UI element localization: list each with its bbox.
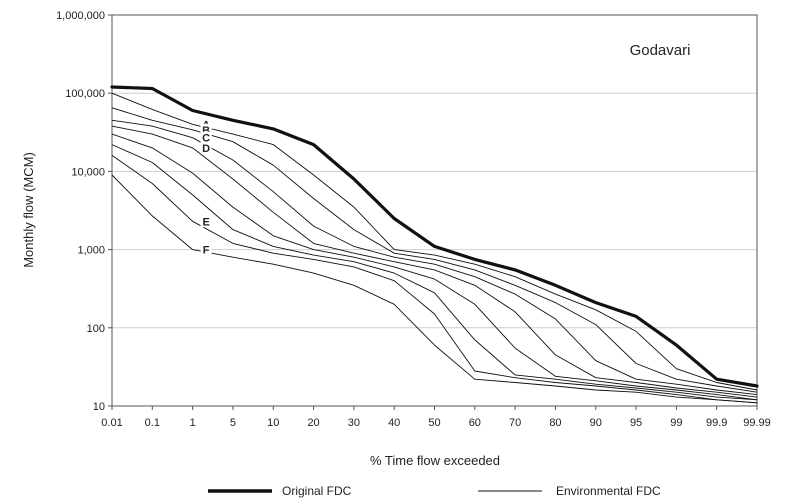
x-tick-label: 10 [267, 417, 279, 429]
y-tick-label: 100 [87, 323, 105, 335]
x-tick-label: 20 [307, 417, 319, 429]
plot-frame [111, 14, 758, 407]
y-axis-label: Monthly flow (MCM) [21, 152, 36, 268]
series-original-fdc [110, 85, 759, 388]
y-tick-label: 1,000,000 [56, 10, 105, 22]
x-tick-label: 95 [630, 417, 642, 429]
legend: Original FDC Environmental FDC [208, 484, 661, 498]
series-environmental-fdc-f [111, 174, 758, 404]
legend-original-label: Original FDC [282, 484, 352, 498]
curve-label-background [200, 215, 212, 228]
tick-labels: 10 100 1,000 10,000 100,000 1,000,000 0.01 0.1 1… [56, 10, 771, 429]
chart-title: Godavari [630, 42, 691, 59]
series-environmental-fdc-a [111, 92, 758, 391]
curve-label-background [200, 243, 212, 256]
curve-label-b: B [202, 125, 210, 137]
y-tick-label: 100,000 [65, 88, 105, 100]
x-tick-label: 0.1 [145, 417, 160, 429]
x-axis-label: % Time flow exceeded [370, 453, 500, 468]
curve-label-background [200, 131, 212, 144]
curve-label-c: C [202, 133, 210, 145]
x-tick-label: 90 [590, 417, 602, 429]
x-tick-label: 50 [428, 417, 440, 429]
x-tick-label: 1 [190, 417, 196, 429]
x-tick-label: 99 [670, 417, 682, 429]
curve-label-background [200, 141, 212, 154]
x-tick-label: 99.99 [743, 417, 771, 429]
y-tick-label: 1,000 [77, 245, 105, 257]
curve-label-f: F [203, 245, 210, 257]
x-tick-label: 5 [230, 417, 236, 429]
x-tick-label: 60 [469, 417, 481, 429]
x-tick-label: 80 [549, 417, 561, 429]
x-tick-label: 30 [348, 417, 360, 429]
series-environmental-fdc-d [111, 125, 758, 398]
y-tick-label: 10,000 [71, 166, 105, 178]
x-tick-label: 0.01 [101, 417, 122, 429]
curve-label-e: E [202, 216, 209, 228]
series-environmental-fdc-5 [111, 133, 758, 401]
series-environmental-fdc-c [111, 119, 758, 396]
x-tick-label: 99.9 [706, 417, 727, 429]
curve-labels: ABCDEF [200, 118, 212, 257]
x-tick-label: 70 [509, 417, 521, 429]
legend-environmental-label: Environmental FDC [556, 484, 661, 498]
series-environmental-fdc-e [111, 154, 758, 404]
series-environmental-fdc-b [111, 107, 758, 393]
series-lines [110, 85, 759, 404]
x-tick-label: 40 [388, 417, 400, 429]
y-tick-label: 10 [93, 401, 105, 413]
curve-label-background [200, 123, 212, 136]
axes [108, 14, 758, 410]
series-environmental-fdc-6 [111, 144, 758, 401]
curve-label-d: D [202, 143, 210, 155]
